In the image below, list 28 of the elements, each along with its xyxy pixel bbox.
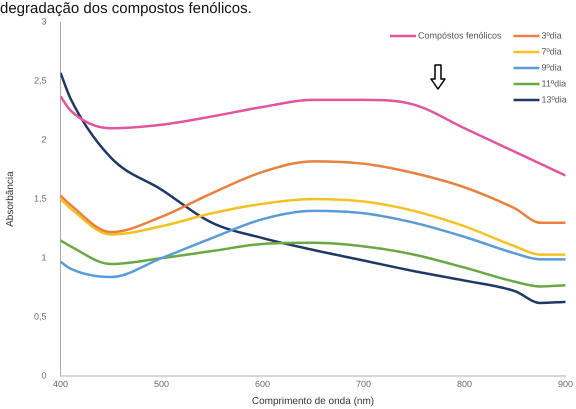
x-tick-label: 400	[52, 379, 68, 390]
x-tick-label: 500	[154, 379, 170, 390]
x-tick-label: 800	[456, 379, 472, 390]
line-series	[60, 239, 566, 288]
y-tick-label: 2	[41, 134, 47, 145]
y-tick-label: 1	[41, 252, 47, 263]
line-series	[60, 160, 566, 234]
x-axis-title: Comprimento de onda (nm)	[252, 396, 374, 407]
y-tick-label: 2,5	[34, 76, 47, 86]
x-tick-label: 600	[254, 379, 270, 390]
line-series	[60, 198, 566, 256]
line-series	[60, 210, 566, 278]
chart-title: degradação dos compostos fenólicos.	[0, 0, 252, 18]
legend-label: 7ºdia	[541, 46, 562, 56]
y-axis-title: Absorbância	[4, 170, 16, 227]
legend-label: 3ºdia	[541, 30, 562, 40]
y-tick-label: 1,5	[34, 194, 47, 204]
line-series	[60, 95, 566, 177]
y-tick-label: 3	[41, 16, 47, 26]
legend-label: Compóstos fenólicos	[418, 30, 502, 40]
legend-label: 11ºdia	[541, 78, 566, 88]
x-tick-label: 700	[356, 379, 372, 390]
y-tick-label: 0	[41, 370, 47, 381]
x-tick-label: 900	[558, 379, 574, 390]
legend-label: 9ºdia	[541, 62, 562, 72]
legend-label: 13ºdia	[541, 94, 567, 104]
line-series	[60, 72, 566, 304]
y-tick-label: 0,5	[34, 312, 47, 322]
